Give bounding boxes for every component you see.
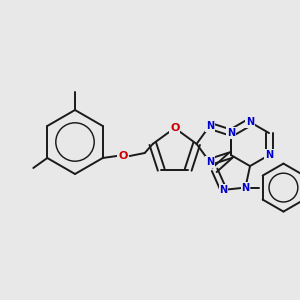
Text: N: N: [242, 183, 250, 193]
Text: N: N: [206, 121, 214, 131]
Text: N: N: [246, 117, 254, 127]
Text: N: N: [227, 128, 235, 138]
Text: N: N: [265, 150, 273, 160]
Text: N: N: [220, 185, 228, 195]
Text: O: O: [118, 151, 128, 161]
Text: O: O: [170, 123, 179, 133]
Text: N: N: [206, 157, 214, 167]
